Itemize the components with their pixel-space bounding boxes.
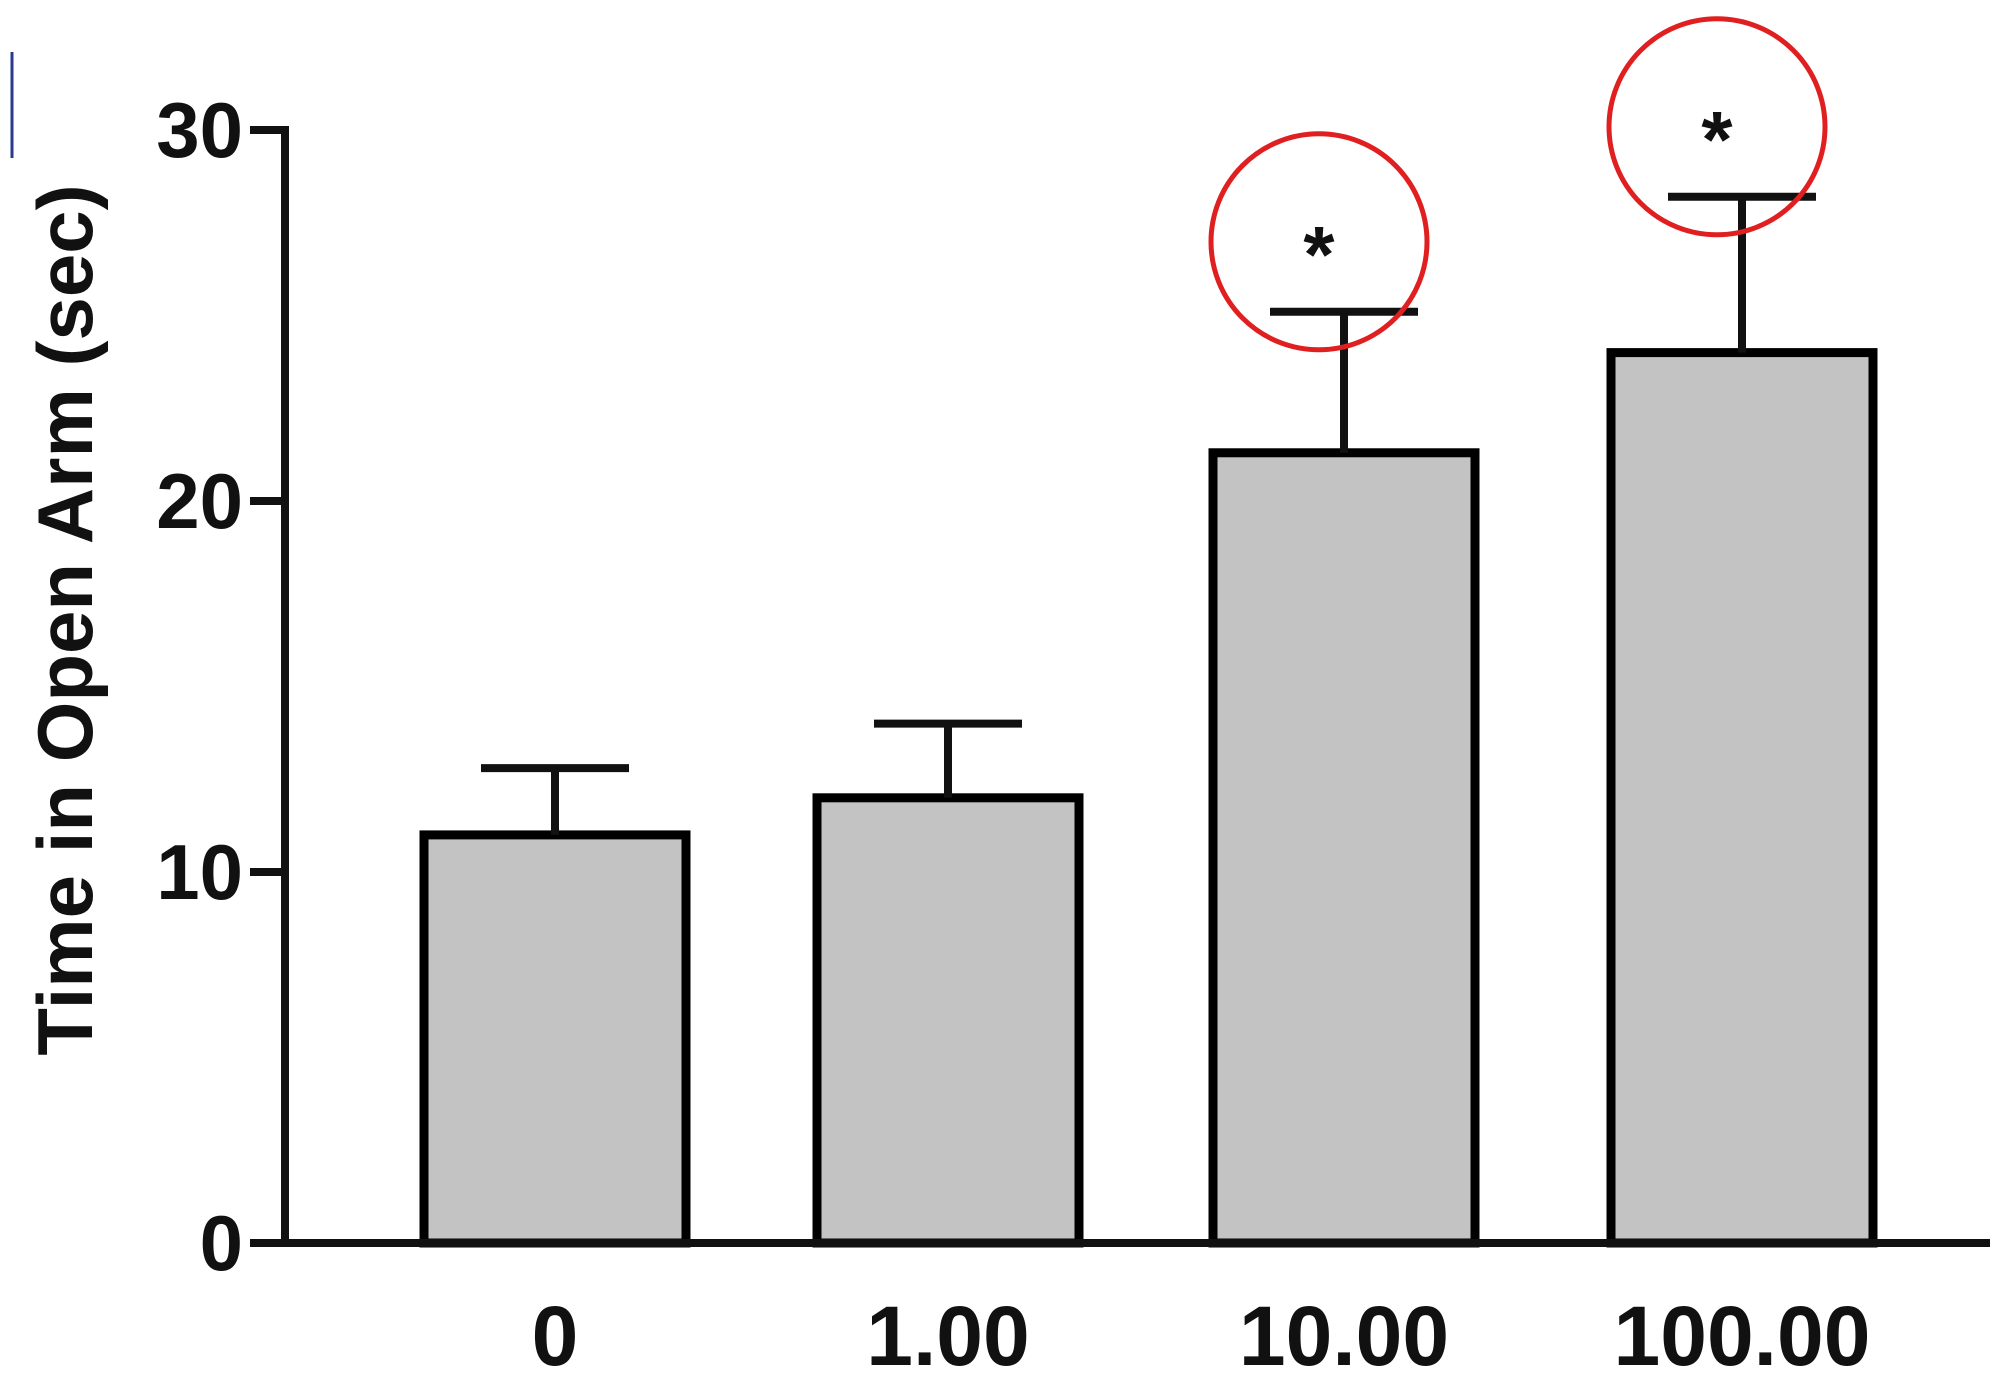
bar-1 — [812, 793, 1084, 1248]
x-tick-label-1: 1.00 — [866, 1289, 1030, 1383]
significance-circle-3 — [1606, 16, 1828, 238]
y-tick-label-1: 10 — [156, 828, 243, 916]
significance-circle-2 — [1208, 131, 1430, 353]
y-tick-label-0: 0 — [200, 1199, 243, 1287]
bar-0 — [419, 830, 691, 1248]
y-tick-label-3: 30 — [156, 86, 243, 174]
error-bars-layer — [481, 192, 1816, 835]
bars-layer — [419, 348, 1878, 1248]
bar-3 — [1606, 348, 1878, 1248]
axes-layer — [250, 126, 1990, 1247]
x-tick-label-3: 100.00 — [1614, 1289, 1871, 1383]
y-axis-title: Time in Open Arm (sec) — [21, 184, 109, 1055]
significance-mark-2: * — [1303, 210, 1335, 299]
labels-layer: 0 1.00 10.00 100.00 0 10 20 30 — [156, 86, 1870, 1383]
bar-2 — [1208, 448, 1480, 1248]
x-tick-label-0: 0 — [532, 1289, 579, 1383]
significance-layer: ** — [1208, 16, 1828, 353]
x-tick-label-2: 10.00 — [1239, 1289, 1449, 1383]
y-tick-label-2: 20 — [156, 457, 243, 545]
significance-mark-3: * — [1701, 95, 1733, 184]
